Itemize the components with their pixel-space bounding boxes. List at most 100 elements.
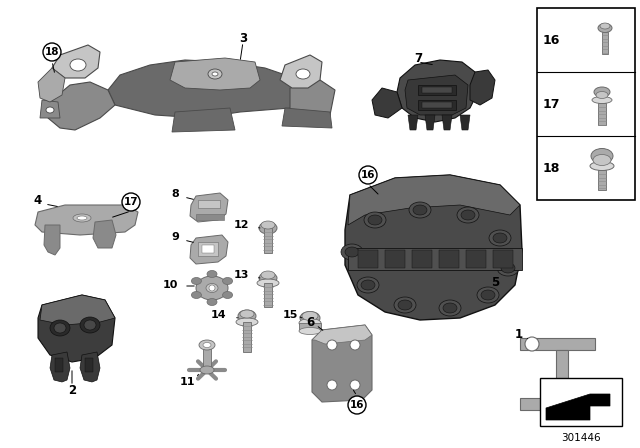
- Bar: [422, 102, 452, 108]
- Polygon shape: [40, 100, 60, 118]
- Bar: [602, 32, 608, 54]
- Bar: [418, 85, 456, 95]
- Text: 301446: 301446: [561, 433, 601, 443]
- Bar: [418, 100, 456, 110]
- Circle shape: [350, 340, 360, 350]
- Ellipse shape: [207, 271, 217, 277]
- Ellipse shape: [54, 323, 66, 333]
- Ellipse shape: [489, 230, 511, 246]
- Text: 10: 10: [163, 280, 178, 290]
- Ellipse shape: [593, 155, 611, 165]
- Polygon shape: [44, 225, 60, 255]
- Polygon shape: [40, 295, 115, 325]
- Circle shape: [209, 285, 215, 291]
- Ellipse shape: [223, 277, 232, 284]
- Ellipse shape: [461, 210, 475, 220]
- Circle shape: [359, 166, 377, 184]
- Ellipse shape: [481, 290, 495, 300]
- Polygon shape: [460, 115, 470, 130]
- Circle shape: [43, 43, 61, 61]
- Bar: [203, 345, 211, 369]
- Polygon shape: [312, 325, 372, 344]
- Polygon shape: [38, 68, 65, 102]
- Polygon shape: [312, 325, 372, 402]
- Polygon shape: [397, 60, 478, 122]
- Polygon shape: [425, 115, 435, 130]
- Text: 2: 2: [68, 383, 76, 396]
- Polygon shape: [38, 295, 115, 362]
- Text: 18: 18: [45, 47, 60, 57]
- Ellipse shape: [413, 205, 427, 215]
- Circle shape: [327, 380, 337, 390]
- Polygon shape: [80, 352, 100, 382]
- Text: 17: 17: [124, 197, 138, 207]
- Bar: [198, 200, 220, 208]
- Text: 9: 9: [171, 232, 179, 242]
- Text: 12: 12: [233, 220, 249, 230]
- Text: 14: 14: [211, 310, 227, 320]
- Ellipse shape: [439, 300, 461, 316]
- Polygon shape: [408, 115, 418, 130]
- Polygon shape: [190, 193, 228, 222]
- Bar: [598, 103, 606, 125]
- Polygon shape: [170, 58, 260, 90]
- Polygon shape: [282, 108, 332, 128]
- Circle shape: [525, 337, 539, 351]
- Ellipse shape: [364, 212, 386, 228]
- Ellipse shape: [212, 72, 218, 76]
- Ellipse shape: [409, 202, 431, 218]
- Polygon shape: [290, 80, 335, 125]
- Ellipse shape: [497, 260, 519, 276]
- Bar: [196, 214, 224, 220]
- Bar: [243, 322, 251, 352]
- Polygon shape: [372, 88, 402, 118]
- Ellipse shape: [206, 284, 218, 293]
- Polygon shape: [172, 108, 235, 132]
- Ellipse shape: [240, 310, 254, 318]
- Polygon shape: [35, 205, 138, 235]
- Polygon shape: [50, 352, 70, 382]
- Bar: [264, 228, 272, 253]
- Text: 16: 16: [349, 400, 364, 410]
- Bar: [198, 242, 218, 256]
- Polygon shape: [442, 115, 452, 130]
- Bar: [466, 250, 486, 268]
- Ellipse shape: [341, 244, 363, 260]
- Text: 6: 6: [306, 315, 314, 328]
- Ellipse shape: [203, 343, 211, 348]
- Ellipse shape: [299, 319, 321, 327]
- Ellipse shape: [302, 311, 318, 320]
- Ellipse shape: [596, 91, 608, 99]
- Ellipse shape: [77, 216, 87, 220]
- Circle shape: [577, 397, 591, 411]
- Bar: [348, 248, 522, 270]
- Ellipse shape: [457, 207, 479, 223]
- Ellipse shape: [84, 320, 96, 330]
- Polygon shape: [546, 394, 610, 420]
- Ellipse shape: [73, 214, 91, 222]
- Polygon shape: [52, 45, 100, 78]
- Ellipse shape: [261, 271, 275, 279]
- Bar: [55, 358, 63, 372]
- Polygon shape: [470, 70, 495, 105]
- Text: 8: 8: [171, 189, 179, 199]
- Ellipse shape: [191, 277, 202, 284]
- Circle shape: [327, 340, 337, 350]
- Ellipse shape: [191, 292, 202, 298]
- Ellipse shape: [70, 59, 86, 71]
- Bar: [299, 323, 321, 331]
- Ellipse shape: [50, 320, 70, 336]
- Text: 16: 16: [361, 170, 375, 180]
- Ellipse shape: [296, 69, 310, 79]
- Ellipse shape: [299, 327, 321, 335]
- Ellipse shape: [223, 292, 232, 298]
- Ellipse shape: [368, 215, 382, 225]
- Bar: [520, 338, 595, 350]
- Ellipse shape: [493, 233, 507, 243]
- Polygon shape: [280, 55, 322, 88]
- Bar: [493, 250, 513, 268]
- Ellipse shape: [590, 161, 614, 171]
- Polygon shape: [48, 82, 115, 130]
- Text: 5: 5: [491, 276, 499, 289]
- Ellipse shape: [598, 23, 612, 33]
